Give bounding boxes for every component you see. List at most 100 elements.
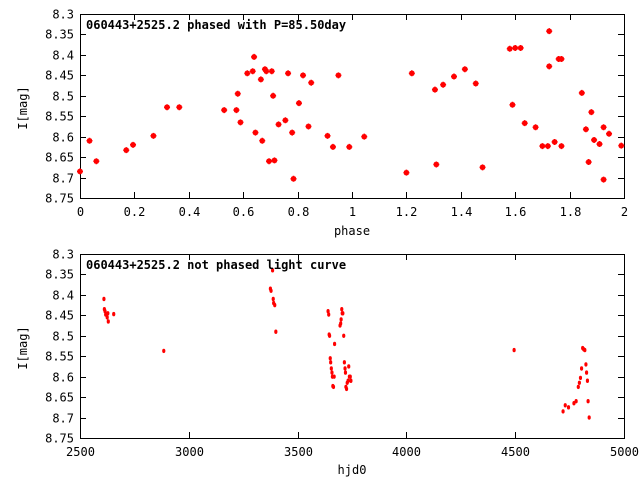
- data-point: [112, 311, 116, 317]
- data-point: [244, 70, 251, 77]
- data-point: [582, 126, 589, 133]
- data-point: [329, 143, 336, 150]
- data-point: [532, 124, 539, 131]
- data-point: [331, 384, 336, 390]
- data-point: [327, 333, 332, 338]
- data-point: [285, 70, 292, 77]
- data-point: [583, 347, 587, 353]
- data-point: [341, 311, 345, 316]
- x-tick-label: 2500: [66, 445, 95, 459]
- data-point: [162, 348, 166, 354]
- data-point: [332, 341, 337, 347]
- data-point: [600, 176, 607, 183]
- data-point: [339, 321, 343, 326]
- data-point: [176, 104, 183, 111]
- data-point: [512, 44, 519, 51]
- data-point: [343, 370, 348, 375]
- data-point: [576, 384, 580, 390]
- y-tick-label: 8.3: [52, 8, 74, 22]
- data-point: [305, 123, 312, 130]
- data-point: [517, 44, 524, 51]
- data-point: [268, 68, 275, 75]
- x-tick-label: 4000: [392, 445, 421, 459]
- data-point: [521, 120, 528, 127]
- data-point: [591, 136, 598, 143]
- y-tick-label: 8.65: [45, 391, 74, 405]
- y-tick-label: 8.3: [52, 248, 74, 262]
- data-point: [539, 143, 546, 150]
- data-point: [290, 175, 297, 182]
- data-point: [348, 374, 352, 379]
- y-axis-label: I[mag]: [16, 86, 30, 129]
- data-point: [558, 55, 565, 62]
- data-point: [451, 73, 457, 80]
- x-tick-label: 4500: [501, 445, 530, 459]
- x-axis-label: hjd0: [338, 463, 367, 477]
- plot-frame: [80, 14, 625, 199]
- data-point: [479, 164, 486, 171]
- data-point: [221, 107, 228, 114]
- data-point: [150, 132, 157, 139]
- data-point: [282, 117, 289, 124]
- y-tick-label: 8.55: [45, 350, 74, 364]
- data-point: [86, 137, 93, 144]
- data-point: [266, 158, 273, 165]
- y-tick-label: 8.75: [45, 432, 74, 446]
- y-tick-label: 8.35: [45, 28, 74, 42]
- data-point: [105, 315, 109, 320]
- data-point: [257, 76, 264, 83]
- data-point: [509, 101, 516, 108]
- data-point: [324, 132, 331, 139]
- phased-light-curve-panel: 0 0.2 0.4 0.6 0.8 1 1.2 1.4 1.6 1.8 2 8.3 8.35 8.4 8.4…: [16, 8, 628, 239]
- data-point: [102, 296, 106, 302]
- data-point: [275, 121, 282, 128]
- data-point: [289, 129, 296, 136]
- data-point: [269, 288, 273, 293]
- data-point: [300, 72, 307, 79]
- data-point: [440, 81, 447, 88]
- data-point: [342, 333, 346, 338]
- data-point: [596, 141, 603, 148]
- data-point: [251, 53, 258, 60]
- data-point: [330, 370, 334, 375]
- data-point: [329, 360, 333, 365]
- x-tick-label: 1.4: [451, 205, 473, 219]
- x-tick-label: 1.8: [560, 205, 582, 219]
- data-point: [249, 68, 256, 75]
- data-point: [164, 104, 171, 111]
- data-point: [585, 378, 590, 383]
- data-point: [263, 68, 270, 75]
- data-point: [252, 129, 259, 136]
- data-point: [349, 378, 353, 383]
- data-point: [577, 380, 581, 385]
- data-point: [123, 147, 130, 154]
- data-point: [574, 399, 578, 404]
- y-tick-label: 8.4: [52, 289, 74, 303]
- data-point: [270, 268, 275, 273]
- data-point: [339, 317, 343, 322]
- data-point: [130, 141, 137, 148]
- data-point: [343, 366, 347, 371]
- data-point: [340, 307, 344, 312]
- y-tick-label: 8.65: [45, 151, 74, 165]
- data-point: [606, 130, 613, 137]
- data-point: [588, 109, 595, 116]
- y-tick-label: 8.45: [45, 309, 74, 323]
- data-point: [566, 405, 571, 410]
- data-point: [308, 79, 315, 86]
- x-axis-label: phase: [334, 224, 370, 238]
- data-point: [472, 80, 479, 87]
- data-point: [259, 137, 266, 144]
- x-tick-label: 0.8: [288, 205, 310, 219]
- plot-frame: [80, 254, 625, 439]
- x-tick-label: 5000: [610, 445, 639, 459]
- data-point: [551, 138, 558, 145]
- data-point: [408, 70, 415, 77]
- x-tick-label: 0.2: [124, 205, 146, 219]
- y-tick-label: 8.55: [45, 110, 74, 124]
- data-point: [332, 374, 336, 379]
- data-point: [584, 362, 588, 367]
- data-point: [328, 356, 332, 361]
- data-point: [271, 296, 275, 302]
- y-tick-label: 8.45: [45, 69, 74, 83]
